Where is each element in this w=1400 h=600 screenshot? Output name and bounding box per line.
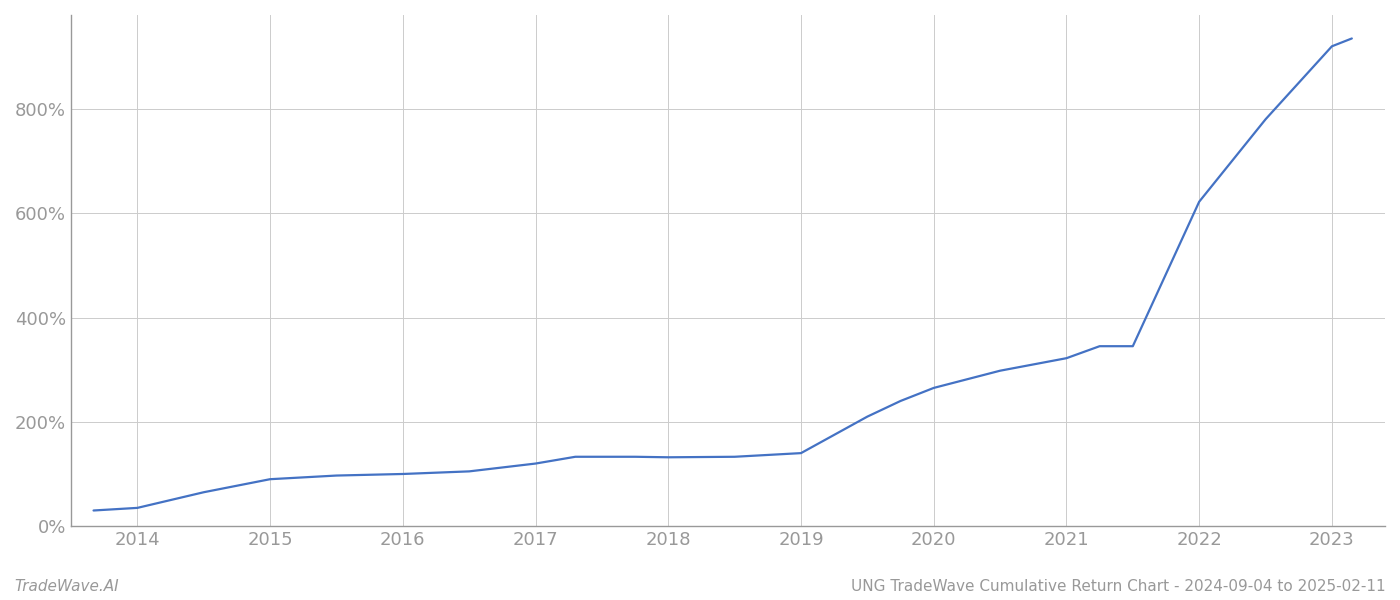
- Text: UNG TradeWave Cumulative Return Chart - 2024-09-04 to 2025-02-11: UNG TradeWave Cumulative Return Chart - …: [851, 579, 1386, 594]
- Text: TradeWave.AI: TradeWave.AI: [14, 579, 119, 594]
